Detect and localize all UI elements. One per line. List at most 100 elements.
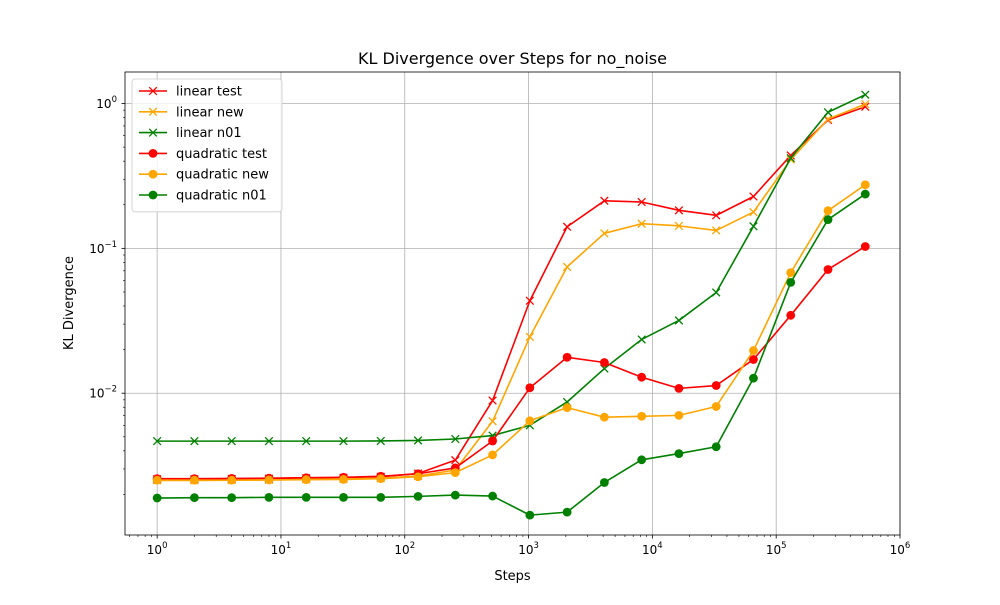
legend-marker xyxy=(148,86,158,96)
x-tick-label: 105 xyxy=(766,541,787,557)
data-point xyxy=(413,491,423,501)
data-point xyxy=(674,449,684,458)
y-axis-label: KL Divergence xyxy=(62,256,77,350)
data-point xyxy=(749,346,758,355)
data-point xyxy=(599,412,609,422)
series-quadratic-new xyxy=(152,180,870,485)
y-tick-label: 10−1 xyxy=(89,240,117,256)
data-point xyxy=(861,99,870,109)
data-point xyxy=(711,226,721,235)
data-point xyxy=(227,493,237,503)
data-point xyxy=(637,197,646,207)
data-point xyxy=(190,493,199,503)
data-point xyxy=(786,153,795,163)
data-point xyxy=(152,475,162,485)
x-tick-label: 100 xyxy=(147,541,168,557)
data-point xyxy=(823,215,833,224)
data-point xyxy=(637,219,646,228)
legend-item: linear test xyxy=(139,85,242,100)
data-point xyxy=(301,475,311,485)
data-point xyxy=(599,478,609,487)
legend: linear test linear new linear n01 quadratic… xyxy=(131,78,283,213)
data-point xyxy=(860,180,870,190)
data-point xyxy=(786,268,796,278)
data-point xyxy=(749,207,758,217)
legend-marker xyxy=(148,149,158,158)
data-point xyxy=(711,288,721,297)
x-tick-label: 106 xyxy=(890,541,911,557)
data-point xyxy=(451,434,460,444)
data-point xyxy=(376,492,386,502)
data-point xyxy=(450,468,460,478)
data-point xyxy=(488,396,497,405)
data-point xyxy=(525,296,535,305)
data-point xyxy=(823,265,833,274)
data-point xyxy=(674,206,684,215)
x-tick-label: 102 xyxy=(394,541,415,557)
data-point xyxy=(190,436,199,446)
data-point xyxy=(264,475,274,485)
data-point xyxy=(488,417,497,426)
data-point xyxy=(786,310,796,320)
data-point xyxy=(599,358,609,367)
data-point xyxy=(450,490,460,500)
legend-item: quadratic n01 xyxy=(139,189,267,204)
legend-item: quadratic test xyxy=(139,147,267,162)
legend-marker xyxy=(148,128,158,137)
data-point xyxy=(488,436,497,446)
data-point xyxy=(190,475,199,485)
data-point xyxy=(749,355,758,364)
data-point xyxy=(674,316,684,325)
data-point xyxy=(600,196,609,206)
data-point xyxy=(674,221,684,231)
data-point xyxy=(637,455,647,465)
y-tick-label: 10−2 xyxy=(89,385,117,401)
series-line xyxy=(157,245,866,480)
x-tick-label: 104 xyxy=(642,541,663,557)
data-point xyxy=(823,108,833,117)
y-tick-label: 100 xyxy=(96,95,117,111)
x-tick-label: 101 xyxy=(271,541,292,557)
series-line xyxy=(157,193,866,516)
axis-ticks: 100 101 102 103 104 105 106 10−2 10−1 100 xyxy=(89,95,910,557)
data-point xyxy=(227,436,236,446)
data-point xyxy=(264,436,274,446)
data-point xyxy=(451,455,460,465)
data-point xyxy=(562,403,572,413)
legend-label: linear new xyxy=(176,105,244,120)
data-point xyxy=(562,222,572,232)
data-point xyxy=(525,383,535,393)
data-point xyxy=(600,229,609,238)
data-point xyxy=(339,492,348,502)
data-point xyxy=(823,206,833,216)
data-point xyxy=(674,383,684,393)
data-point xyxy=(525,510,535,520)
data-point xyxy=(562,352,572,362)
data-point xyxy=(749,373,758,383)
legend-item: linear n01 xyxy=(139,126,242,141)
data-point xyxy=(861,90,870,99)
data-point xyxy=(637,335,646,344)
data-point xyxy=(711,442,721,452)
legend-label: quadratic n01 xyxy=(176,189,267,204)
data-point xyxy=(301,492,311,502)
data-point xyxy=(860,242,870,251)
legend-marker xyxy=(148,190,158,200)
series-line xyxy=(157,93,866,442)
data-point xyxy=(711,402,721,411)
data-point xyxy=(860,189,870,199)
legend-box xyxy=(131,78,283,213)
data-point xyxy=(376,436,386,446)
series-quadratic-n01 xyxy=(152,189,870,520)
data-point xyxy=(711,381,721,390)
legend-label: linear test xyxy=(176,85,242,100)
data-point xyxy=(674,410,684,420)
data-point xyxy=(562,507,572,517)
data-point xyxy=(488,491,497,501)
data-point xyxy=(637,411,647,421)
legend-item: linear new xyxy=(139,105,244,120)
x-tick-label: 103 xyxy=(518,541,539,557)
plot-frame xyxy=(124,71,901,536)
